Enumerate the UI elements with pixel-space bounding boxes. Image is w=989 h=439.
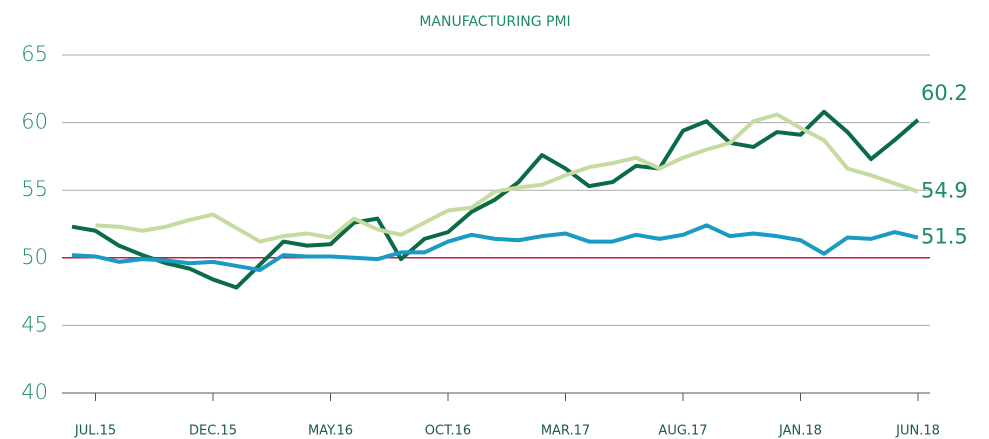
x-tick-label: JUL.15 — [74, 424, 116, 439]
end-label: 51.5 — [921, 225, 968, 249]
line — [95, 112, 919, 244]
line — [71, 109, 920, 290]
y-tick-label: 50 — [21, 245, 48, 269]
x-tick-label: MAR.17 — [541, 424, 590, 439]
y-tick-label: 45 — [21, 312, 48, 336]
x-tick-label: AUG.17 — [658, 424, 707, 439]
y-tick-label: 65 — [21, 42, 48, 66]
end-label: 60.2 — [921, 81, 968, 105]
end-label: 54.9 — [921, 179, 968, 203]
x-tick-label: DEC.15 — [189, 424, 237, 439]
y-tick-label: 55 — [21, 177, 48, 201]
chart-title: MANUFACTURING PMI — [419, 14, 570, 30]
x-tick-label: OCT.16 — [425, 424, 471, 439]
line — [71, 223, 919, 272]
y-tick-label: 40 — [21, 380, 48, 404]
x-tick-label: MAY.16 — [308, 424, 353, 439]
y-tick-label: 60 — [21, 110, 48, 134]
x-tick-label: JAN.18 — [778, 424, 822, 439]
x-tick-label: JUN.18 — [895, 424, 940, 439]
